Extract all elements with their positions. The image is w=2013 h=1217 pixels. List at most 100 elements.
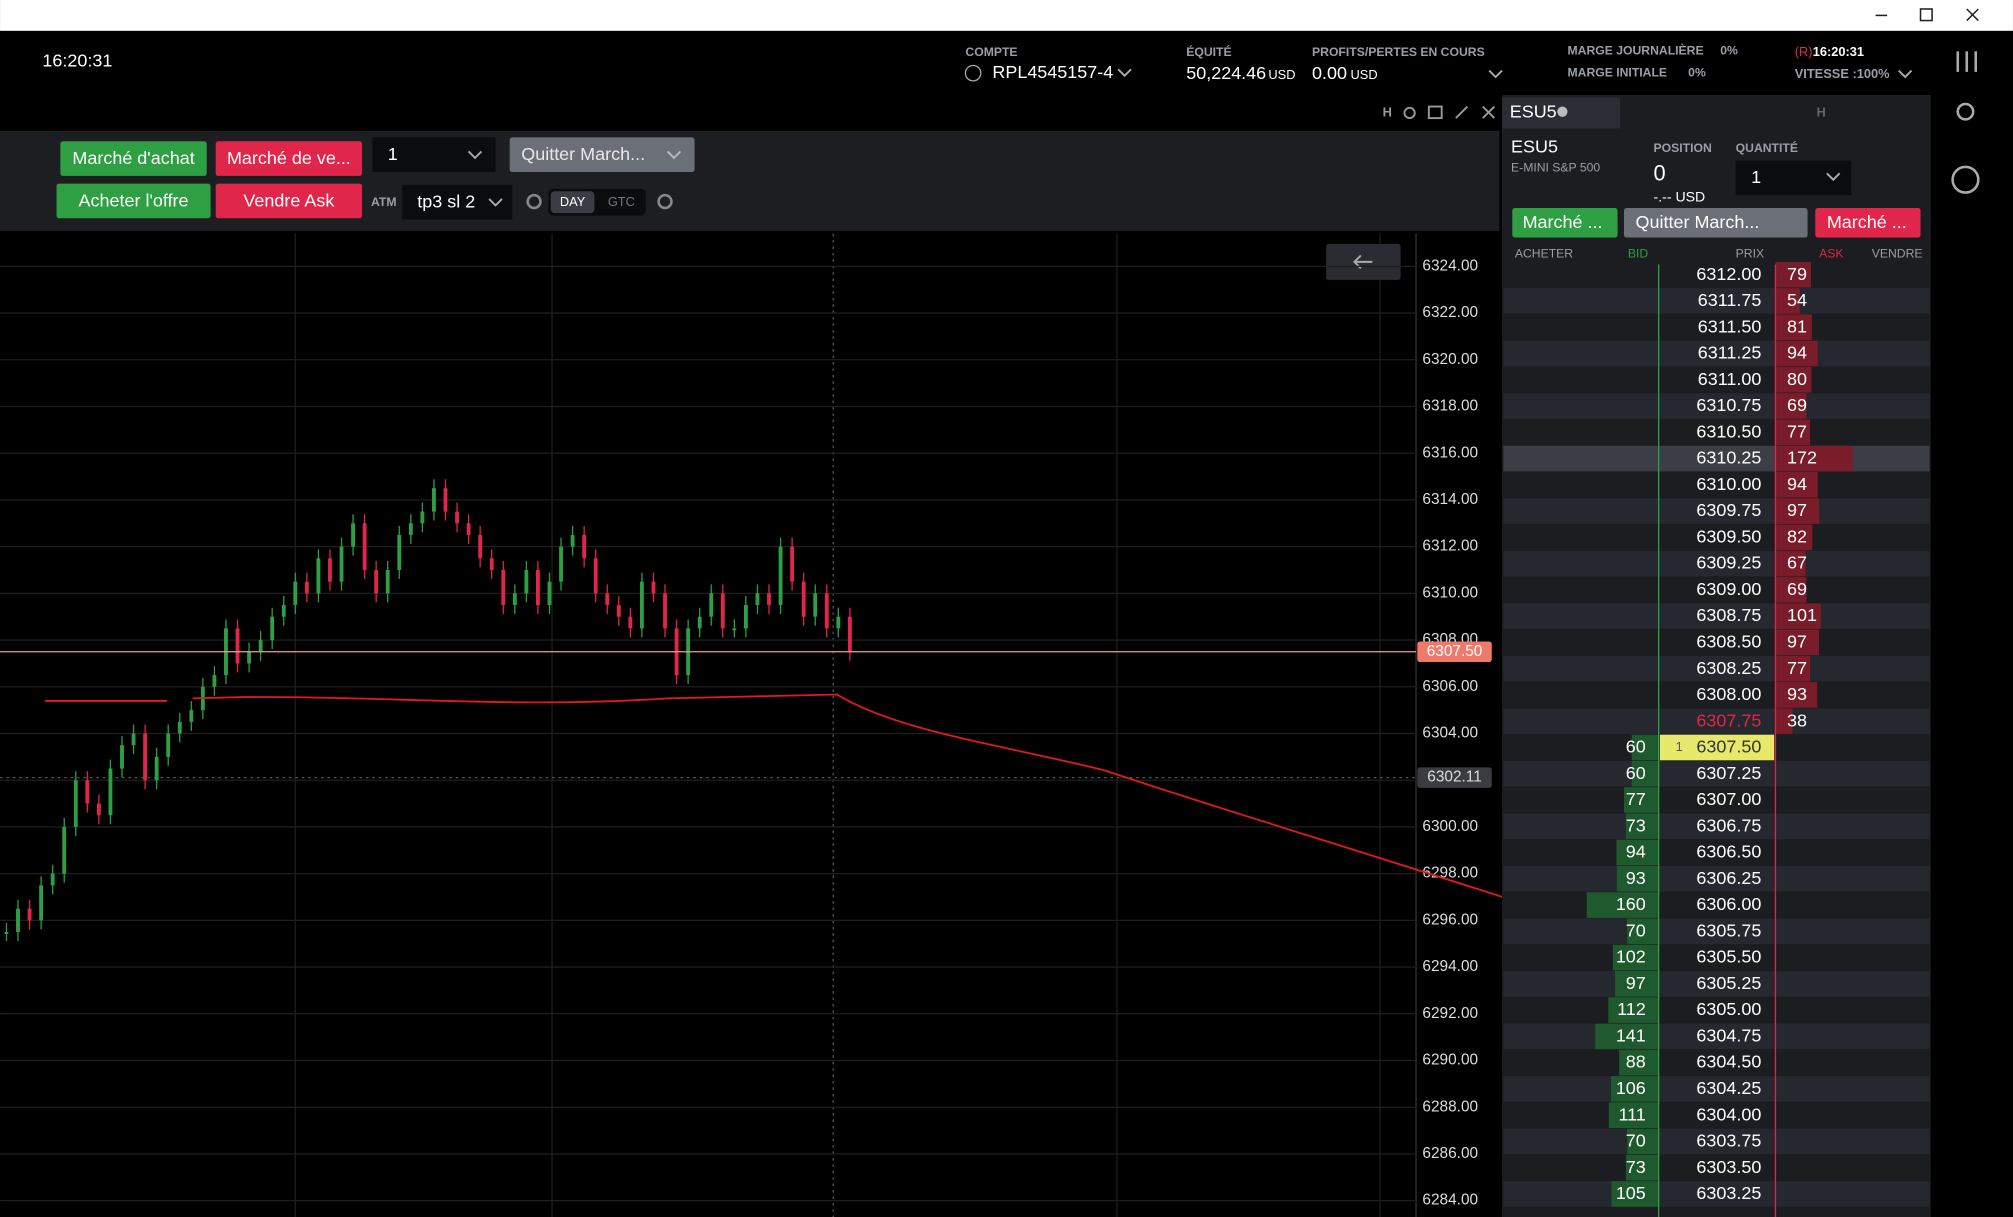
dom-exit-button[interactable]: [1623, 207, 1808, 238]
price[interactable]: 6307.50: [1696, 737, 1761, 757]
ask-size: 82: [1787, 526, 1807, 546]
price[interactable]: 6309.25: [1696, 553, 1761, 573]
sell-ask-label[interactable]: Vendre Ask: [243, 190, 335, 210]
working-order[interactable]: 1: [1676, 739, 1683, 754]
tif-settings[interactable]: [657, 193, 673, 210]
price[interactable]: 6310.00: [1696, 474, 1761, 494]
atm-box[interactable]: [401, 184, 513, 220]
dom-sell-label[interactable]: Marché ...: [1827, 212, 1907, 232]
ask-size: 94: [1787, 343, 1807, 363]
price[interactable]: 6308.25: [1696, 658, 1761, 678]
buy-market-label[interactable]: Marché d'achat: [72, 148, 194, 168]
sell-ask-button[interactable]: [215, 183, 363, 219]
ladder-row: [1503, 340, 1930, 367]
ask-bar: [1775, 393, 1807, 419]
price[interactable]: 6307.25: [1696, 763, 1761, 783]
tif-gtc[interactable]: GTC: [608, 194, 635, 209]
price[interactable]: 6304.75: [1696, 1025, 1761, 1045]
dom-quantity[interactable]: 1: [1751, 167, 1761, 187]
side-icons[interactable]: [1951, 51, 1980, 194]
buy-bid-label[interactable]: Acheter l'offre: [79, 190, 189, 210]
y-tick-label: 6286.00: [1422, 1145, 1478, 1162]
price[interactable]: 6304.25: [1696, 1078, 1761, 1098]
dom-buy-button[interactable]: [1512, 207, 1618, 238]
price[interactable]: 6305.75: [1696, 920, 1761, 940]
dom-tab-label[interactable]: ESU5: [1510, 102, 1557, 122]
buy-bid-button[interactable]: [56, 183, 211, 219]
buy-market-button[interactable]: [60, 141, 207, 176]
exit-chevron[interactable]: [666, 150, 682, 160]
price[interactable]: 6304.00: [1696, 1104, 1761, 1124]
y-tick-label: 6292.00: [1422, 1005, 1478, 1022]
window-controls[interactable]: [1875, 8, 1979, 22]
price[interactable]: 6312.00: [1696, 264, 1761, 284]
chart-toolbar-icons[interactable]: [1403, 105, 1496, 120]
dom-quantity-chevron[interactable]: [1826, 172, 1841, 182]
sell-market-button[interactable]: [215, 141, 363, 176]
price[interactable]: 6311.50: [1698, 316, 1762, 336]
price[interactable]: 6311.25: [1698, 343, 1762, 363]
candle: [420, 511, 425, 524]
header-chevrons[interactable]: [1117, 68, 1913, 79]
price[interactable]: 6310.25: [1696, 448, 1761, 468]
dom-buy-label[interactable]: Marché ...: [1523, 212, 1603, 232]
candle: [432, 488, 436, 512]
tif-selected[interactable]: [550, 191, 595, 214]
dom-toolbar-h[interactable]: H: [1817, 104, 1826, 119]
initial-margin-label: MARGE INITIALE: [1568, 65, 1668, 79]
candle: [755, 593, 760, 606]
atm-chevron[interactable]: [488, 198, 503, 207]
chart-toolbar-h[interactable]: H: [1383, 104, 1392, 119]
price[interactable]: 6308.75: [1696, 605, 1761, 625]
price[interactable]: 6309.50: [1696, 526, 1761, 546]
tif-day[interactable]: DAY: [560, 194, 586, 209]
price[interactable]: 6310.75: [1696, 395, 1761, 415]
price[interactable]: 6309.75: [1696, 500, 1761, 520]
speed[interactable]: VITESSE :100%: [1795, 66, 1890, 81]
col-buy: ACHETER: [1515, 246, 1573, 260]
price[interactable]: 6309.00: [1696, 579, 1761, 599]
candle: [616, 605, 621, 617]
sell-market-label[interactable]: Marché de ve...: [227, 148, 351, 168]
price[interactable]: 6306.00: [1696, 894, 1761, 914]
exit-label[interactable]: Quitter March...: [521, 144, 645, 164]
quantity-box[interactable]: [372, 137, 496, 173]
price[interactable]: 6311.00: [1698, 369, 1762, 389]
price[interactable]: 6306.25: [1696, 868, 1761, 888]
quantity[interactable]: 1: [388, 144, 398, 164]
candle: [536, 569, 540, 606]
exit-button[interactable]: [509, 137, 695, 173]
ladder-row: [1503, 839, 1930, 866]
price[interactable]: 6308.50: [1696, 631, 1761, 651]
candle: [328, 558, 332, 582]
ask-bar: [1775, 288, 1800, 314]
dom-sell-button[interactable]: [1815, 207, 1921, 238]
price[interactable]: 6303.25: [1696, 1183, 1761, 1203]
candle: [455, 511, 459, 524]
position-label: POSITION: [1654, 141, 1712, 155]
price[interactable]: 6304.50: [1696, 1052, 1761, 1072]
price[interactable]: 6307.75: [1696, 710, 1761, 730]
price[interactable]: 6303.75: [1696, 1131, 1761, 1151]
price[interactable]: 6305.25: [1696, 973, 1761, 993]
bid-bar: [1624, 787, 1659, 813]
price[interactable]: 6303.50: [1696, 1157, 1761, 1177]
price[interactable]: 6305.50: [1696, 947, 1761, 967]
dom-exit-label[interactable]: Quitter March...: [1636, 212, 1760, 232]
atm-settings[interactable]: [526, 193, 542, 210]
bid-bar: [1608, 997, 1659, 1023]
ask-bar: [1775, 603, 1821, 629]
price[interactable]: 6305.00: [1696, 999, 1761, 1019]
price[interactable]: 6307.00: [1696, 789, 1761, 809]
price[interactable]: 6310.50: [1696, 421, 1761, 441]
candle: [813, 593, 818, 617]
price[interactable]: 6306.50: [1696, 842, 1761, 862]
quantity-chevron[interactable]: [467, 150, 483, 160]
atm[interactable]: tp3 sl 2: [417, 192, 475, 212]
bid-size: 88: [1626, 1052, 1646, 1072]
price[interactable]: 6308.00: [1696, 684, 1761, 704]
account[interactable]: RPL4545157-4: [992, 62, 1113, 82]
price[interactable]: 6306.75: [1696, 815, 1761, 835]
ask-bar: [1775, 340, 1818, 367]
price[interactable]: 6311.75: [1698, 290, 1762, 310]
